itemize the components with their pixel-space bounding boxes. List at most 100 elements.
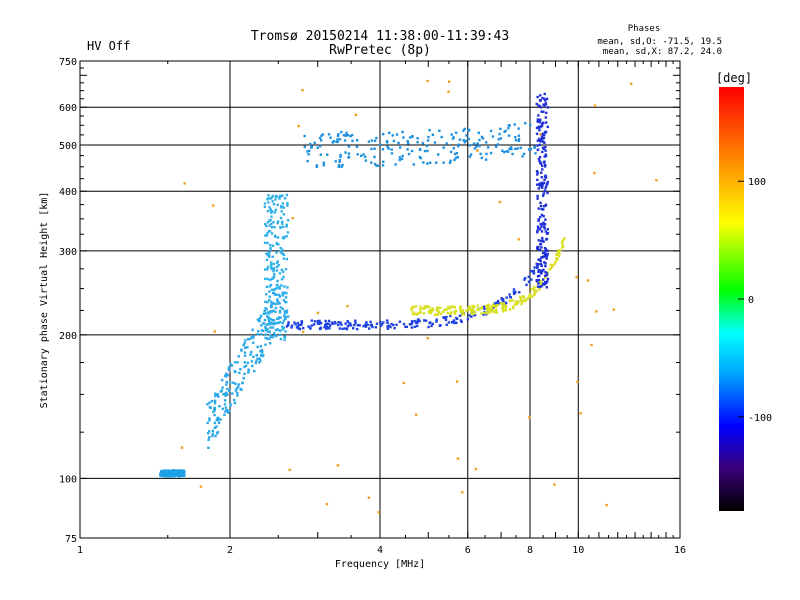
data-point [538,248,542,252]
data-point [270,232,274,235]
data-point [254,361,258,365]
data-point [213,401,217,405]
data-point [237,355,240,358]
data-point [535,262,538,266]
data-point [215,432,219,435]
data-point [458,314,462,318]
x-tick-label: 10 [572,545,584,556]
data-point [456,155,459,159]
data-point [266,198,269,201]
data-point [506,150,510,153]
data-point [408,136,412,139]
data-point [537,126,541,129]
data-point [410,149,414,153]
data-point [450,133,453,136]
data-point [283,311,287,314]
data-point [258,317,262,320]
data-point [473,313,477,317]
data-point [276,203,279,206]
data-point [404,325,407,329]
data-point [231,392,234,395]
data-point [164,472,168,475]
data-point [277,243,280,246]
data-point [417,318,420,321]
data-point [529,123,532,127]
data-point [272,221,275,224]
data-point [511,305,515,309]
data-point [295,326,299,329]
data-point [268,337,271,341]
data-point [337,165,341,169]
data-point [540,230,544,233]
data-point [344,322,347,325]
data-point [390,152,394,155]
data-point [310,324,313,327]
data-point [263,318,267,322]
data-point [264,307,267,310]
data-point [498,132,501,136]
data-point [537,282,540,285]
data-point [536,229,539,232]
data-point [563,237,566,240]
data-point [271,194,274,198]
data-point [283,291,287,294]
data-point [451,137,455,140]
data-point [387,324,391,327]
data-point [274,198,277,201]
data-point [229,404,232,407]
data-point [264,300,267,303]
data-point [268,243,272,247]
data-point [458,138,462,141]
data-point [163,470,166,473]
data-point [435,313,438,316]
data-point [386,327,389,330]
data-point [211,429,215,432]
data-point [536,95,539,99]
data-point [452,319,456,322]
data-point [366,323,369,327]
data-point [410,326,414,329]
data-point [428,128,431,132]
data-point [433,313,437,316]
data-point [538,129,541,132]
data-point [329,324,332,327]
data-point [499,137,503,140]
data-point [539,185,542,188]
data-point [543,181,546,185]
data-point [390,148,393,151]
data-point [227,411,230,414]
data-point [426,79,429,83]
data-point [537,270,540,273]
data-point [255,353,258,357]
data-point [264,327,268,330]
data-point [469,153,473,156]
data-point [207,430,211,433]
data-point [542,240,545,243]
data-point [482,311,486,315]
data-point [402,322,406,326]
data-point [539,140,543,143]
data-point [428,161,432,164]
data-point [543,189,547,193]
data-point [259,359,262,362]
data-point [282,237,285,240]
data-point [438,129,441,133]
data-point [385,139,389,143]
data-point [309,142,312,146]
data-point [379,321,382,324]
data-point [415,413,418,416]
data-point [297,323,301,327]
data-point [354,321,357,325]
data-point [416,321,419,325]
data-point [224,406,228,409]
data-point [237,383,241,386]
data-point [546,180,549,184]
data-point [251,328,254,332]
data-point [554,260,557,263]
data-point [367,327,371,330]
data-point [446,311,449,315]
data-point [470,315,473,318]
data-point [252,341,255,344]
y-tick-labels: 75 100 200 300 400 500 600 750 [59,57,77,545]
data-point [269,261,273,264]
